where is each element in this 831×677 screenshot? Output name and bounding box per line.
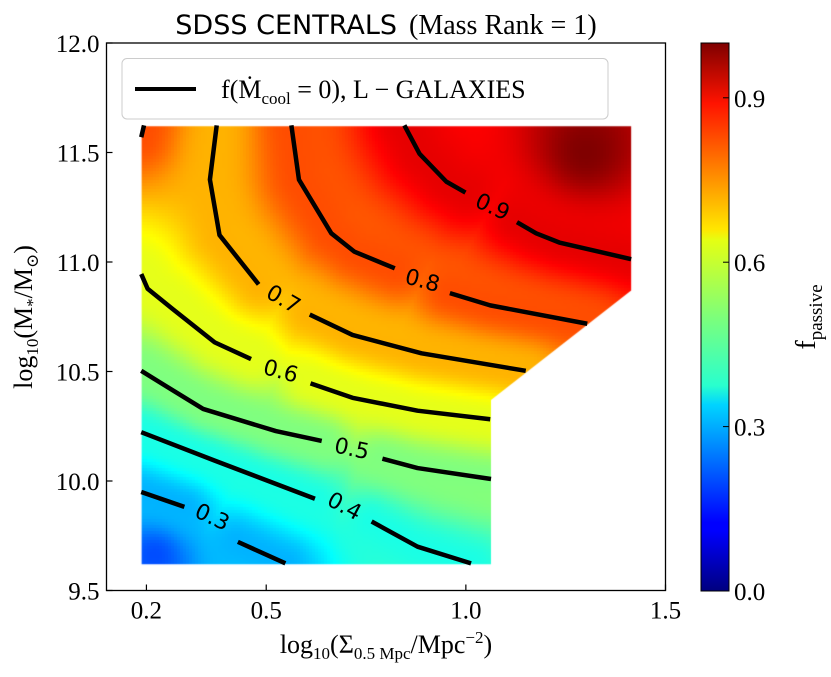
x-axis-ticks: 0.2 0.5 1.0 1.5 — [131, 584, 681, 625]
contour-line-0.4 — [140, 430, 316, 501]
title-main: SDSS CENTRALS — [175, 10, 397, 41]
contour-line-0.8 — [139, 124, 147, 138]
contour-line-0.8 — [289, 125, 396, 271]
y-tick-label: 11.5 — [57, 141, 100, 168]
contour-line-0.7 — [308, 312, 527, 374]
contour-line-0.3 — [140, 489, 186, 509]
legend-box — [121, 58, 609, 120]
contour-label-0.3: 0.3 — [191, 499, 233, 536]
contour-line-0.9 — [402, 124, 467, 195]
x-tick-label: 1.0 — [450, 598, 481, 625]
colorbar-tick-label: 0.6 — [734, 250, 765, 277]
contour-line-0.5 — [140, 368, 323, 444]
contour-line-0.5 — [381, 456, 492, 482]
y-axis-label: log10(M*/M⊙) — [9, 245, 42, 389]
contour-label-0.6: 0.6 — [260, 355, 300, 388]
colorbar-ticks: 0.0 0.3 0.6 0.9 — [723, 86, 765, 606]
axes-frame — [105, 42, 667, 592]
contour-label-0.5: 0.5 — [332, 434, 371, 466]
y-axis-ticks: 9.5 10.0 10.5 11.0 11.5 12.0 — [56, 31, 113, 606]
x-tick-label: 0.2 — [131, 598, 162, 625]
colorbar-gradient — [700, 42, 730, 592]
contour-label-0.4: 0.4 — [323, 488, 366, 527]
y-tick-label: 11.0 — [57, 250, 100, 277]
contour-lines — [139, 124, 632, 566]
contour-line-0.6 — [139, 273, 252, 362]
contour-line-0.9 — [515, 220, 632, 262]
y-tick-label: 10.0 — [56, 469, 100, 496]
colorbar-tick-label: 0.3 — [734, 415, 765, 442]
contour-label-0.8: 0.8 — [402, 265, 442, 298]
chart-title: SDSS CENTRALS (Mass Rank = 1) — [175, 10, 596, 41]
legend-label: f(Ṁcool = 0), L − GALAXIES — [221, 75, 526, 108]
contour-line-0.7 — [207, 125, 261, 286]
y-tick-label: 12.0 — [56, 31, 100, 58]
x-tick-label: 1.5 — [650, 598, 681, 625]
contour-label-0.7: 0.7 — [262, 280, 305, 319]
contour-line-0.6 — [309, 381, 491, 422]
x-tick-label: 0.5 — [251, 598, 282, 625]
y-tick-label: 10.5 — [56, 360, 100, 387]
contour-line-0.3 — [236, 539, 287, 566]
contour-label-0.9: 0.9 — [471, 189, 513, 226]
colorbar: 0.0 0.3 0.6 0.9 fpassive — [700, 42, 827, 606]
title-paren: (Mass Rank = 1) — [409, 10, 597, 41]
contour-line-0.8 — [449, 290, 588, 326]
y-tick-label: 9.5 — [68, 579, 99, 606]
colorbar-tick-label: 0.0 — [734, 579, 765, 606]
contour-line-0.4 — [370, 519, 472, 566]
colorbar-label: fpassive — [791, 284, 827, 349]
colorbar-tick-label: 0.9 — [734, 86, 765, 113]
x-axis-label: log10(Σ0.5 Mpc/Mpc−2) — [280, 628, 492, 663]
legend: f(Ṁcool = 0), L − GALAXIES — [121, 58, 609, 120]
